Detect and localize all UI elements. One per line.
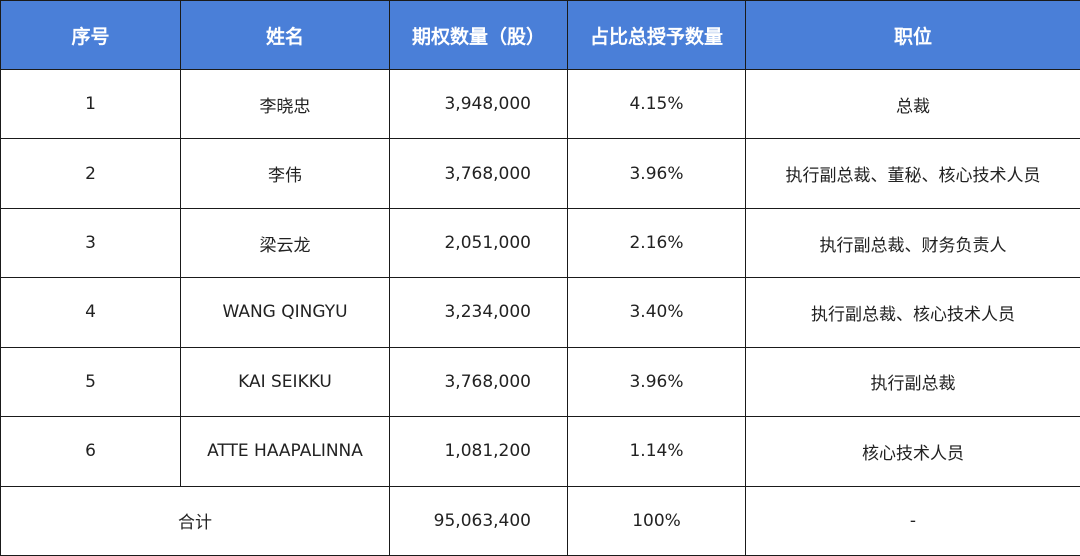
table-row: 5 KAI SEIKKU 3,768,000 3.96% 执行副总裁 (0, 346, 1080, 418)
total-ratio: 100% (567, 485, 746, 556)
total-row: 合计 95,063,400 100% - (0, 485, 1080, 556)
header-row: 序号 姓名 期权数量（股） 占比总授予数量 职位 (0, 0, 1080, 70)
cell-position: 执行副总裁、财务负责人 (745, 207, 1080, 279)
cell-index: 1 (0, 68, 181, 140)
total-quantity: 95,063,400 (389, 485, 568, 556)
cell-position: 总裁 (745, 68, 1080, 140)
header-option-quantity: 期权数量（股） (389, 0, 568, 70)
cell-quantity: 3,768,000 (389, 346, 568, 418)
cell-index: 3 (0, 207, 181, 279)
cell-name: 梁云龙 (180, 207, 390, 279)
cell-position: 执行副总裁、董秘、核心技术人员 (745, 138, 1080, 209)
cell-quantity: 3,768,000 (389, 138, 568, 209)
cell-position: 执行副总裁 (745, 346, 1080, 418)
cell-name: ATTE HAAPALINNA (180, 416, 390, 487)
header-index: 序号 (0, 0, 181, 70)
cell-name: 李晓忠 (180, 68, 390, 140)
cell-index: 4 (0, 277, 181, 348)
cell-index: 6 (0, 416, 181, 487)
cell-ratio: 2.16% (567, 207, 746, 279)
table-row: 3 梁云龙 2,051,000 2.16% 执行副总裁、财务负责人 (0, 207, 1080, 279)
total-position: - (745, 485, 1080, 556)
cell-name: WANG QINGYU (180, 277, 390, 348)
header-position: 职位 (745, 0, 1080, 70)
cell-quantity: 1,081,200 (389, 416, 568, 487)
cell-quantity: 2,051,000 (389, 207, 568, 279)
cell-quantity: 3,948,000 (389, 68, 568, 140)
table-row: 6 ATTE HAAPALINNA 1,081,200 1.14% 核心技术人员 (0, 416, 1080, 487)
cell-position: 核心技术人员 (745, 416, 1080, 487)
cell-index: 5 (0, 346, 181, 418)
table-row: 2 李伟 3,768,000 3.96% 执行副总裁、董秘、核心技术人员 (0, 138, 1080, 209)
table-body: 1 李晓忠 3,948,000 4.15% 总裁 2 李伟 3,768,000 … (0, 68, 1080, 556)
table-row: 1 李晓忠 3,948,000 4.15% 总裁 (0, 68, 1080, 140)
header-ratio: 占比总授予数量 (567, 0, 746, 70)
cell-name: KAI SEIKKU (180, 346, 390, 418)
header-name: 姓名 (180, 0, 390, 70)
cell-position: 执行副总裁、核心技术人员 (745, 277, 1080, 348)
cell-name: 李伟 (180, 138, 390, 209)
cell-ratio: 3.96% (567, 138, 746, 209)
cell-ratio: 4.15% (567, 68, 746, 140)
cell-ratio: 3.40% (567, 277, 746, 348)
total-label: 合计 (0, 485, 390, 556)
cell-ratio: 3.96% (567, 346, 746, 418)
table-row: 4 WANG QINGYU 3,234,000 3.40% 执行副总裁、核心技术… (0, 277, 1080, 348)
table-header: 序号 姓名 期权数量（股） 占比总授予数量 职位 (0, 0, 1080, 70)
cell-quantity: 3,234,000 (389, 277, 568, 348)
cell-ratio: 1.14% (567, 416, 746, 487)
cell-index: 2 (0, 138, 181, 209)
